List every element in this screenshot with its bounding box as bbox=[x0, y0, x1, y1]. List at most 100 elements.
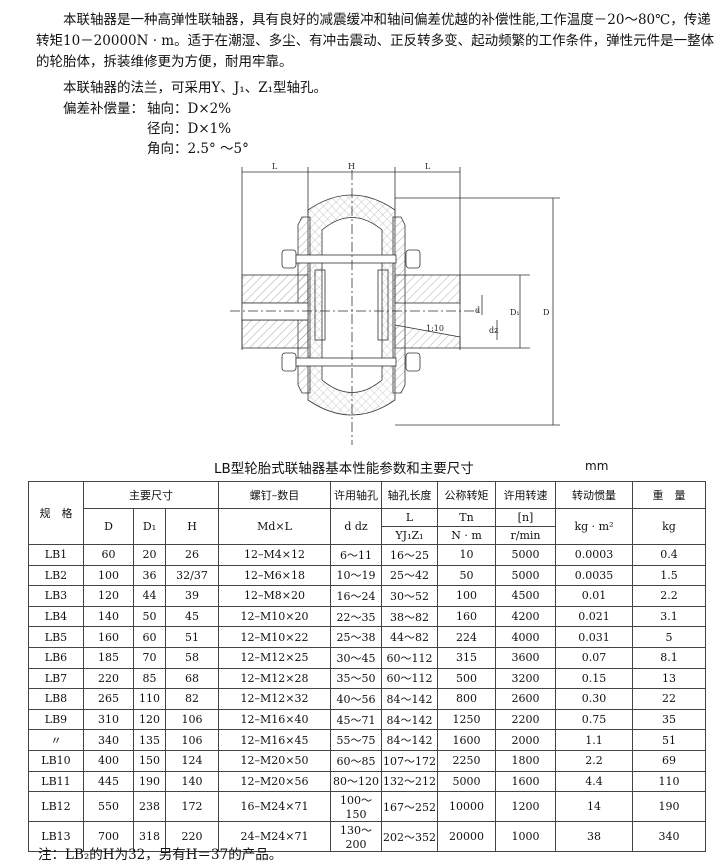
table-cell: 84～142 bbox=[381, 729, 438, 751]
table-row: 〃 340 135 106 12–M16×45 55～75 84～142 1600 2000 1.… bbox=[28, 729, 706, 751]
table-cell: 0.01 bbox=[555, 585, 633, 607]
table-cell: 190 bbox=[133, 770, 166, 793]
table-title: LB型轮胎式联轴器基本性能参数和主要尺寸 bbox=[214, 461, 474, 477]
table-cell: 6～11 bbox=[330, 544, 382, 566]
table-cell: 10 bbox=[437, 544, 496, 566]
table-cell: 14 bbox=[555, 791, 633, 823]
table-cell: LB7 bbox=[28, 667, 84, 690]
table-cell: 265 bbox=[83, 688, 134, 710]
table-cell: 84～142 bbox=[381, 688, 438, 710]
table-cell: 132～212 bbox=[381, 770, 438, 793]
table-cell: 58 bbox=[165, 646, 219, 669]
table-row: LB11 445 190 140 12–M20×56 80～120 132～212 5000 1… bbox=[28, 770, 706, 793]
dim-d: d bbox=[475, 306, 480, 315]
angular-compensation: 角向：2.5° ～5° bbox=[147, 141, 249, 157]
table-cell: 2250 bbox=[437, 749, 496, 772]
table-cell: 120 bbox=[83, 585, 134, 607]
table-cell: 68 bbox=[165, 667, 219, 690]
table-cell: 500 bbox=[437, 667, 496, 690]
table-cell: 1600 bbox=[495, 770, 556, 793]
table-cell: 130～200 bbox=[330, 821, 382, 853]
table-cell: 124 bbox=[165, 749, 219, 772]
table-cell: 106 bbox=[165, 708, 219, 731]
header-inertia: 转动惯量 bbox=[555, 481, 633, 509]
table-cell: 0.0003 bbox=[555, 544, 633, 566]
table-cell: 2200 bbox=[495, 708, 556, 731]
table-cell: 60 bbox=[133, 626, 166, 648]
table-cell: LB13 bbox=[28, 821, 84, 853]
table-cell: 100 bbox=[83, 564, 134, 587]
compensation-label: 偏差补偿量： bbox=[63, 101, 144, 117]
table-row: LB6 185 70 58 12–M12×25 30～45 60～112 315 3600 0.0… bbox=[28, 646, 706, 669]
table-cell: 310 bbox=[83, 708, 134, 731]
table-cell: 12–M6×18 bbox=[218, 564, 331, 587]
table-cell: 70 bbox=[133, 646, 166, 669]
table-cell: LB6 bbox=[28, 646, 84, 669]
table-cell: 60 bbox=[83, 544, 134, 566]
table-cell: 44～82 bbox=[381, 626, 438, 648]
table-cell: 140 bbox=[83, 605, 134, 628]
table-cell: LB5 bbox=[28, 626, 84, 648]
header-H: H bbox=[165, 508, 219, 545]
table-cell: 12–M12×25 bbox=[218, 646, 331, 669]
header-torque-unit: N · m bbox=[437, 526, 496, 545]
header-bore: 许用轴孔 bbox=[330, 481, 382, 509]
axial-compensation: 轴向：D×2% bbox=[147, 101, 232, 117]
table-cell: 60～112 bbox=[381, 646, 438, 669]
table-cell: 0.30 bbox=[555, 688, 633, 710]
table-cell: 55～75 bbox=[330, 729, 382, 751]
table-cell: 5000 bbox=[437, 770, 496, 793]
table-cell: 44 bbox=[133, 585, 166, 607]
table-cell: 25～42 bbox=[381, 564, 438, 587]
table-cell: 224 bbox=[437, 626, 496, 648]
header-speed: 许用转速 bbox=[495, 481, 556, 509]
table-cell: 400 bbox=[83, 749, 134, 772]
table-cell: 22 bbox=[632, 688, 706, 710]
header-bore-unit: d dz bbox=[330, 508, 382, 545]
table-cell: 80～120 bbox=[330, 770, 382, 793]
table-cell: 12–M10×20 bbox=[218, 605, 331, 628]
table-cell: 16～25 bbox=[381, 544, 438, 566]
dim-dz: dz bbox=[489, 326, 498, 335]
table-cell: 135 bbox=[133, 729, 166, 751]
table-cell: 150 bbox=[133, 749, 166, 772]
table-cell: 5 bbox=[632, 626, 706, 648]
table-cell: 35 bbox=[632, 708, 706, 731]
table-cell: 172 bbox=[165, 791, 219, 823]
table-cell: LB4 bbox=[28, 605, 84, 628]
table-row: LB9 310 120 106 12–M16×40 45～71 84～142 1250 2200… bbox=[28, 708, 706, 731]
table-cell: 100 bbox=[437, 585, 496, 607]
table-cell: 5000 bbox=[495, 564, 556, 587]
table-cell: 25～38 bbox=[330, 626, 382, 648]
table-cell: 40～56 bbox=[330, 688, 382, 710]
table-cell: 60～85 bbox=[330, 749, 382, 772]
table-cell: 340 bbox=[632, 821, 706, 853]
table-cell: 4000 bbox=[495, 626, 556, 648]
table-cell: 4200 bbox=[495, 605, 556, 628]
table-cell: 12–M16×45 bbox=[218, 729, 331, 751]
table-row: LB12 550 238 172 16–M24×71 100～150 167～252 1000… bbox=[28, 791, 706, 823]
table-cell: 1250 bbox=[437, 708, 496, 731]
table-cell: 10～19 bbox=[330, 564, 382, 587]
table-row: LB2 100 36 32/37 12–M6×18 10～19 25～42 50 5000 0.0… bbox=[28, 564, 706, 587]
header-weight-unit: kg bbox=[632, 508, 706, 545]
table-row: LB10 400 150 124 12–M20×50 60～85 107～172 2250 18… bbox=[28, 749, 706, 772]
table-cell: 39 bbox=[165, 585, 219, 607]
dim-L-right: L bbox=[425, 162, 431, 171]
header-D1: D₁ bbox=[133, 508, 166, 545]
table-cell: 38 bbox=[555, 821, 633, 853]
table-cell: LB11 bbox=[28, 770, 84, 793]
table-cell: 30～45 bbox=[330, 646, 382, 669]
table-cell: 12–M16×40 bbox=[218, 708, 331, 731]
table-cell: 10000 bbox=[437, 791, 496, 823]
table-cell: 318 bbox=[133, 821, 166, 853]
table-cell: LB3 bbox=[28, 585, 84, 607]
table-cell: 45～71 bbox=[330, 708, 382, 731]
table-cell: 0.07 bbox=[555, 646, 633, 669]
table-cell: 51 bbox=[632, 729, 706, 751]
table-cell: 12–M8×20 bbox=[218, 585, 331, 607]
header-bolt-unit: Md×L bbox=[218, 508, 331, 545]
table-cell: 1800 bbox=[495, 749, 556, 772]
table-cell: 1.5 bbox=[632, 564, 706, 587]
table-cell: 238 bbox=[133, 791, 166, 823]
